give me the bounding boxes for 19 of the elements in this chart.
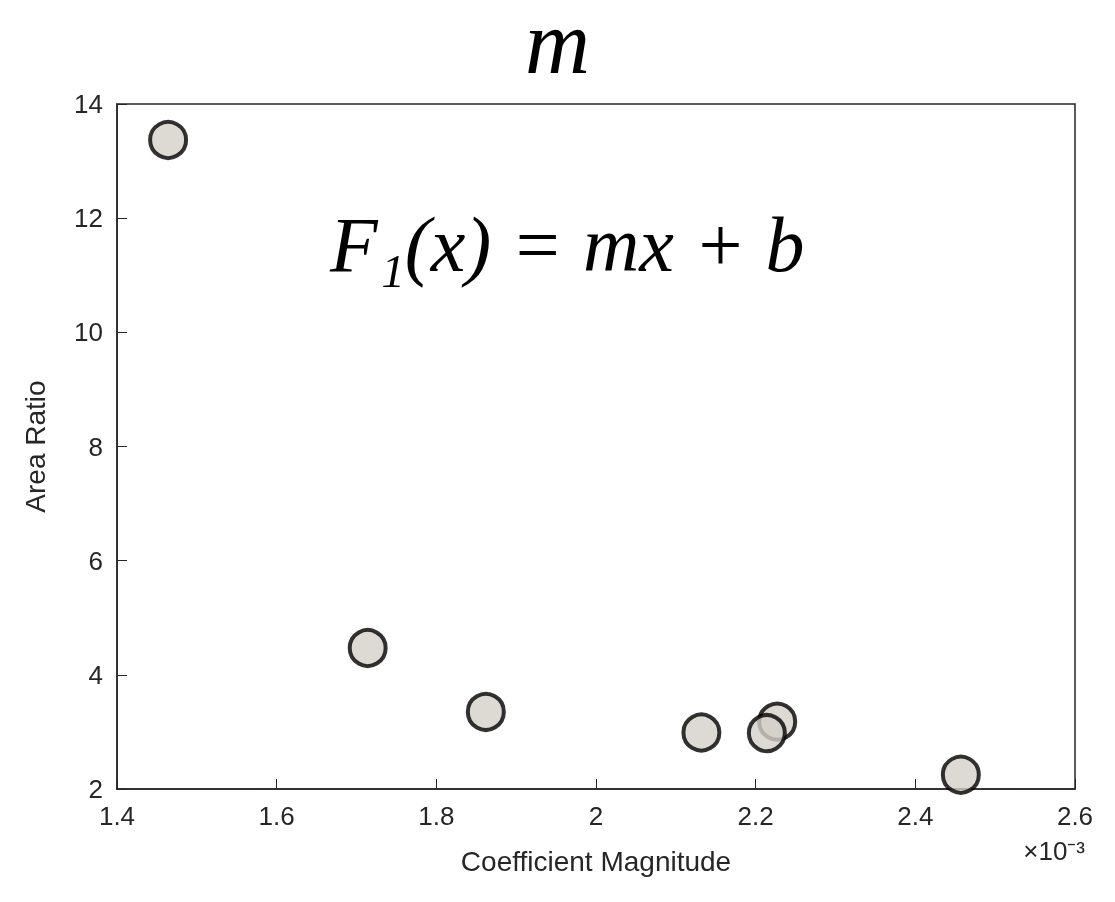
x-tick-label: 1.8 [418,801,455,831]
x-tick-label: 2.4 [897,801,934,831]
x-axis-title: Coefficient Magnitude [460,845,732,877]
x-tick-label: 1.6 [258,801,295,831]
y-tick-label: 12 [74,203,103,234]
y-tick-label: 4 [88,659,103,690]
y-tick-label: 2 [88,774,103,804]
annotation: F₁(x) = mx + b [329,200,805,288]
x-tick-label: 2.2 [737,801,774,831]
x-tick-label: 1.4 [98,801,136,831]
y-tick-label: 6 [88,545,103,576]
chart-title: m [525,0,590,92]
y-tick-label: 10 [74,317,103,348]
x-tick-label: 2.6 [1056,801,1094,831]
y-tick-label: 14 [74,89,103,119]
y-tick-label: 8 [88,431,103,462]
text: ×10⁻³ [1023,836,1086,866]
y-axis-title: Area Ratio [19,380,51,513]
x-tick-label: 2 [588,801,604,831]
